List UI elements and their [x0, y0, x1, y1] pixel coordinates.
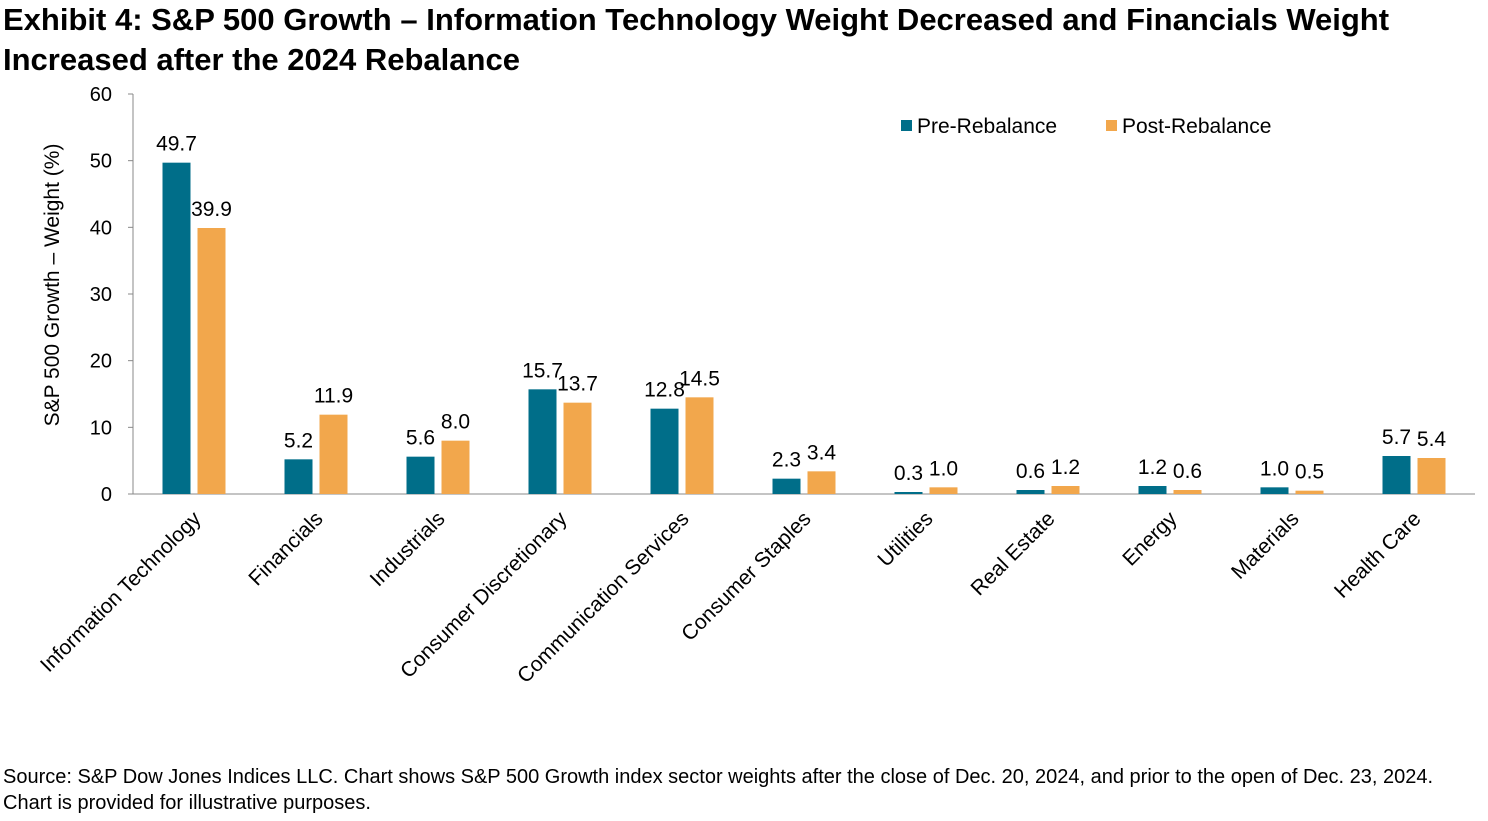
data-label: 15.7	[522, 359, 563, 382]
data-label: 1.2	[1138, 456, 1167, 479]
data-label: 3.4	[807, 441, 837, 464]
category-label: Industrials	[366, 507, 450, 591]
bar-pre	[650, 408, 679, 494]
category-label: Utilities	[873, 507, 937, 571]
data-label: 1.2	[1051, 456, 1080, 479]
category-label: Consumer Staples	[677, 507, 815, 645]
bar-pre	[1382, 456, 1411, 494]
data-label: 1.0	[1260, 457, 1289, 480]
bar-post	[563, 402, 592, 494]
data-label: 5.4	[1417, 428, 1447, 451]
y-tick-label: 30	[90, 284, 112, 306]
data-label: 0.5	[1295, 461, 1324, 484]
bar-post	[929, 487, 958, 494]
y-tick-label: 40	[90, 217, 112, 239]
data-label: 8.0	[441, 411, 470, 434]
data-label: 13.7	[557, 373, 598, 396]
bar-pre	[528, 389, 557, 494]
legend-label: Pre-Rebalance	[917, 115, 1057, 138]
data-label: 12.8	[644, 379, 685, 402]
bar-pre	[284, 459, 313, 494]
data-label: 14.5	[679, 367, 720, 390]
bar-pre	[406, 456, 435, 494]
y-tick-label: 20	[90, 351, 112, 373]
bar-pre	[772, 478, 801, 494]
bar-pre	[1016, 490, 1045, 494]
y-tick-label: 50	[90, 151, 112, 173]
category-label: Materials	[1227, 507, 1304, 584]
data-label: 39.9	[191, 198, 232, 221]
bar-post	[1173, 490, 1202, 494]
bar-post	[685, 397, 714, 494]
bar-post	[441, 440, 470, 494]
category-label: Health Care	[1330, 507, 1426, 603]
category-label: Information Technology	[36, 507, 206, 677]
data-label: 2.3	[772, 449, 801, 472]
data-label: 5.6	[406, 427, 435, 450]
bar-post	[197, 228, 226, 494]
category-label: Energy	[1118, 507, 1182, 571]
legend-label: Post-Rebalance	[1122, 115, 1271, 138]
bar-pre	[1260, 487, 1289, 494]
category-label: Real Estate	[967, 507, 1060, 600]
bar-pre	[162, 162, 191, 494]
bar-post	[1051, 486, 1080, 494]
source-note: Source: S&P Dow Jones Indices LLC. Chart…	[3, 766, 1434, 814]
bar-pre	[1138, 486, 1167, 494]
bar-post	[319, 414, 348, 494]
y-tick-label: 60	[90, 84, 112, 106]
category-label: Financials	[244, 507, 327, 590]
bar-post	[1295, 490, 1324, 494]
y-tick-label: 10	[90, 417, 112, 439]
bar-post	[1417, 458, 1446, 494]
data-label: 0.6	[1016, 460, 1045, 483]
data-label: 5.2	[284, 429, 313, 452]
data-label: 0.6	[1173, 460, 1202, 483]
data-label: 0.3	[894, 462, 923, 485]
y-axis-label: S&P 500 Growth – Weight (%)	[41, 144, 64, 427]
data-label: 49.7	[156, 133, 197, 156]
legend-swatch	[1106, 120, 1117, 131]
data-label: 1.0	[929, 457, 958, 480]
data-label: 5.7	[1382, 426, 1411, 449]
y-tick-label: 0	[101, 484, 112, 506]
legend-swatch	[901, 120, 912, 131]
bar-post	[807, 471, 836, 494]
data-label: 11.9	[314, 385, 353, 408]
bar-pre	[894, 492, 923, 494]
chart-title: Exhibit 4: S&P 500 Growth – Information …	[3, 2, 1390, 77]
